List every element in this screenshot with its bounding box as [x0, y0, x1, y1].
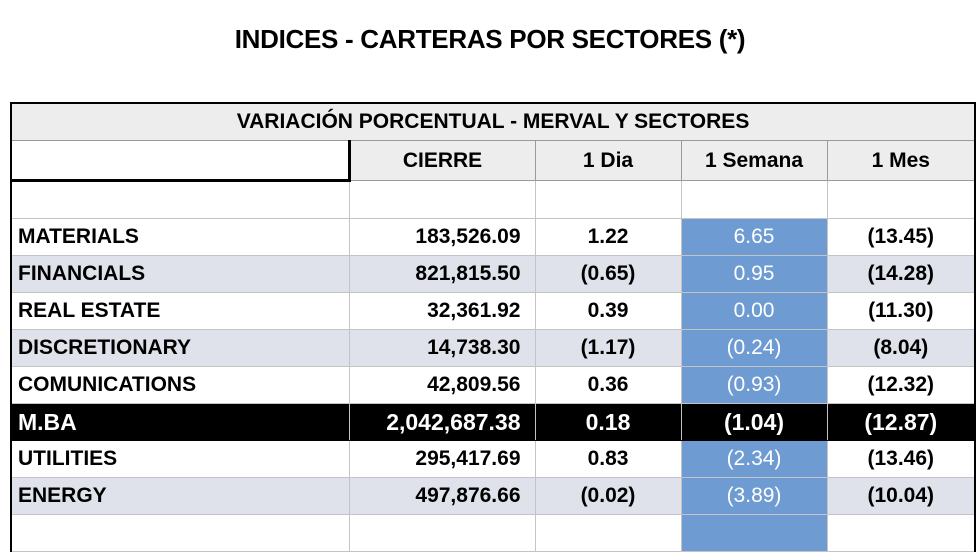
- spacer-row: [10, 180, 977, 219]
- sector-name: M.BA: [10, 403, 350, 441]
- cierre-value: 497,876.66: [349, 477, 536, 515]
- table-row-energy: ENERGY 497,876.66 (0.02) (3.89) (10.04): [10, 477, 977, 515]
- sector-name: FINANCIALS: [10, 255, 350, 293]
- table-row-discretionary: DISCRETIONARY 14,738.30 (1.17) (0.24) (8…: [10, 329, 977, 367]
- dia-value: 0.18: [535, 403, 682, 441]
- table-row-mba-total: M.BA 2,042,687.38 0.18 (1.04) (12.87): [10, 403, 977, 441]
- semana-value: (0.93): [681, 366, 828, 404]
- table-row-utilities: UTILITIES 295,417.69 0.83 (2.34) (13.46): [10, 440, 977, 478]
- dia-value: 1.22: [535, 218, 682, 256]
- table-row-materials: MATERIALS 183,526.09 1.22 6.65 (13.45): [10, 218, 977, 256]
- mes-value: (11.30): [827, 292, 977, 330]
- semana-value: (1.04): [681, 403, 828, 441]
- mes-value: (8.04): [827, 329, 977, 367]
- dia-value: (0.02): [535, 477, 682, 515]
- cierre-value: 42,809.56: [349, 366, 536, 404]
- header-cierre: CIERRE: [349, 140, 536, 181]
- dia-value: 0.36: [535, 366, 682, 404]
- semana-value: 0.95: [681, 255, 828, 293]
- header-1-mes: 1 Mes: [827, 140, 977, 181]
- spacer-row: [10, 514, 977, 552]
- dia-value: 0.39: [535, 292, 682, 330]
- cierre-value: 14,738.30: [349, 329, 536, 367]
- cierre-value: 183,526.09: [349, 218, 536, 256]
- table-caption: VARIACIÓN PORCENTUAL - MERVAL Y SECTORES: [9, 102, 977, 141]
- header-1-dia: 1 Dia: [535, 140, 682, 181]
- cierre-value: 32,361.92: [349, 292, 536, 330]
- mes-value: (13.45): [827, 218, 977, 256]
- sector-name: ENERGY: [10, 477, 350, 515]
- sector-name: REAL ESTATE: [10, 292, 350, 330]
- table-row-financials: FINANCIALS 821,815.50 (0.65) 0.95 (14.28…: [10, 255, 977, 293]
- semana-value: 0.00: [681, 292, 828, 330]
- sector-variation-table: VARIACIÓN PORCENTUAL - MERVAL Y SECTORES…: [9, 102, 977, 552]
- dia-value: (1.17): [535, 329, 682, 367]
- table-row-real-estate: REAL ESTATE 32,361.92 0.39 0.00 (11.30): [10, 292, 977, 330]
- cierre-value: 821,815.50: [349, 255, 536, 293]
- cierre-value: 295,417.69: [349, 440, 536, 478]
- sector-name: DISCRETIONARY: [10, 329, 350, 367]
- sector-name: UTILITIES: [10, 440, 350, 478]
- page-title: INDICES - CARTERAS POR SECTORES (*): [234, 24, 746, 54]
- dia-value: (0.65): [535, 255, 682, 293]
- semana-value: (3.89): [681, 477, 828, 515]
- mes-value: (13.46): [827, 440, 977, 478]
- header-blank-cell: [10, 140, 351, 182]
- sector-name: MATERIALS: [10, 218, 350, 256]
- sector-name: COMUNICATIONS: [10, 366, 350, 404]
- dia-value: 0.83: [535, 440, 682, 478]
- semana-value: (2.34): [681, 440, 828, 478]
- mes-value: (12.87): [827, 403, 977, 441]
- cierre-value: 2,042,687.38: [349, 403, 536, 441]
- semana-value: 6.65: [681, 218, 828, 256]
- mes-value: (12.32): [827, 366, 977, 404]
- header-1-semana: 1 Semana: [681, 140, 828, 181]
- mes-value: (10.04): [827, 477, 977, 515]
- table-row-comunications: COMUNICATIONS 42,809.56 0.36 (0.93) (12.…: [10, 366, 977, 404]
- semana-value: (0.24): [681, 329, 828, 367]
- mes-value: (14.28): [827, 255, 977, 293]
